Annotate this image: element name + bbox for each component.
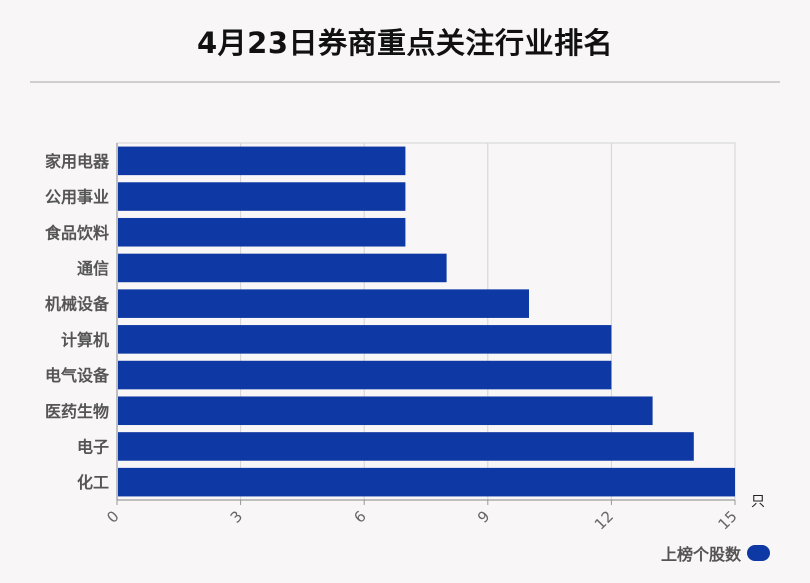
bar xyxy=(118,253,447,283)
category-label: 公用事业 xyxy=(45,188,109,207)
bar xyxy=(118,289,529,318)
category-label: 家用电器 xyxy=(45,152,110,171)
x-tick-label: 3 xyxy=(227,507,246,526)
category-label: 化工 xyxy=(77,473,109,492)
category-label: 机械设备 xyxy=(45,295,110,314)
x-tick-label: 9 xyxy=(474,507,493,526)
x-axis-unit: 只 xyxy=(751,494,765,510)
bar xyxy=(118,182,406,211)
x-tick-label: 6 xyxy=(350,507,369,526)
category-label: 电气设备 xyxy=(45,366,110,385)
bar xyxy=(118,360,612,390)
x-tick-label: 15 xyxy=(714,507,740,533)
bar xyxy=(118,396,653,426)
bar xyxy=(118,467,735,497)
bar xyxy=(118,146,406,176)
category-label: 食品饮料 xyxy=(44,223,109,242)
category-label: 计算机 xyxy=(61,330,109,349)
x-tick-label: 12 xyxy=(591,507,617,533)
legend-swatch xyxy=(747,545,770,561)
category-label: 医药生物 xyxy=(45,402,109,421)
title-divider xyxy=(30,81,780,83)
legend-label: 上榜个股数 xyxy=(660,545,741,564)
bar xyxy=(118,325,612,354)
bar xyxy=(118,432,694,461)
chart-title: 4月23日券商重点关注行业排名 xyxy=(196,26,614,60)
category-label: 通信 xyxy=(77,259,109,278)
legend[interactable]: 上榜个股数 xyxy=(661,541,770,565)
x-tick-label: 0 xyxy=(103,507,122,526)
category-label: 电子 xyxy=(77,437,109,456)
bar xyxy=(118,217,406,247)
